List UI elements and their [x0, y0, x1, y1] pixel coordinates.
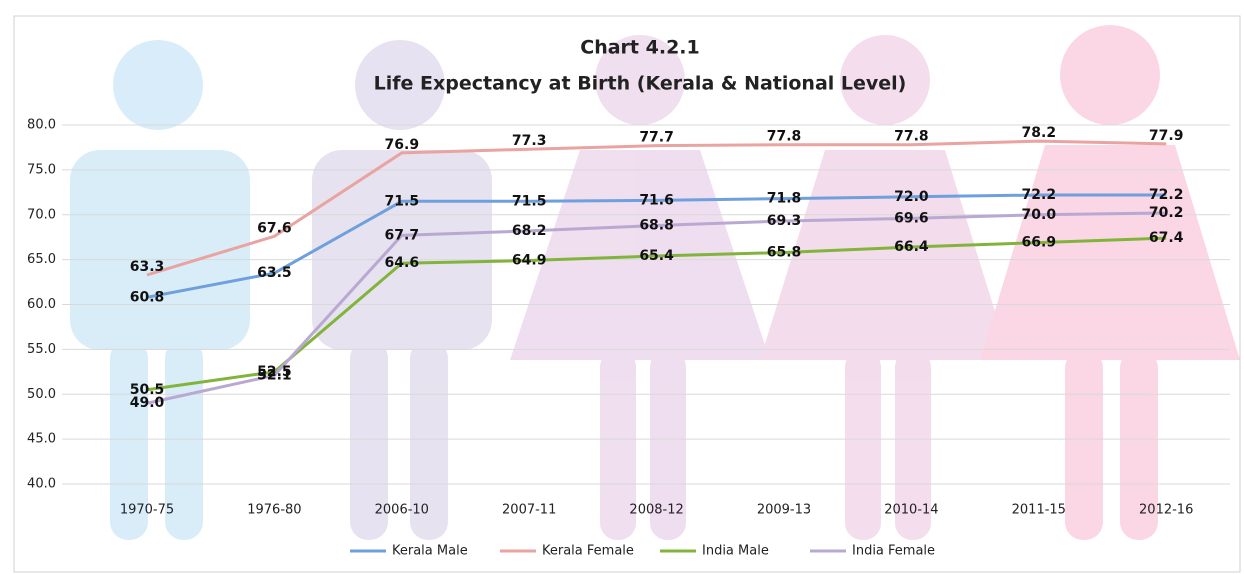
x-tick-label: 1976-80: [247, 503, 301, 518]
data-label: 72.2: [1022, 187, 1057, 203]
data-label: 63.3: [130, 259, 165, 275]
legend-label: India Female: [852, 544, 935, 559]
legend-label: Kerala Female: [542, 544, 634, 559]
data-label: 77.9: [1149, 128, 1184, 144]
data-label: 67.6: [257, 220, 292, 236]
data-label: 71.5: [512, 193, 547, 209]
data-label: 65.8: [767, 244, 802, 260]
data-label: 77.8: [767, 129, 802, 145]
data-label: 72.0: [894, 189, 929, 205]
data-label: 70.2: [1149, 205, 1184, 221]
data-label: 50.5: [130, 382, 165, 398]
data-label: 52.5: [257, 364, 292, 380]
x-tick-label: 1970-75: [120, 503, 174, 518]
data-label: 67.4: [1149, 230, 1184, 246]
data-label: 71.6: [639, 192, 674, 208]
data-label: 68.2: [512, 223, 547, 239]
series-line: [146, 236, 1167, 392]
y-tick-label: 50.0: [27, 387, 56, 402]
x-tick-label: 2012-16: [1139, 503, 1193, 518]
data-label: 65.4: [639, 248, 674, 264]
data-label: 68.8: [639, 218, 674, 234]
data-label: 71.5: [385, 193, 420, 209]
data-label: 66.9: [1022, 235, 1057, 251]
data-label: 70.0: [1022, 207, 1057, 223]
x-tick-label: 2007-11: [502, 503, 556, 518]
data-label: 52.1: [257, 367, 292, 383]
y-tick-label: 65.0: [27, 252, 56, 267]
y-tick-label: 60.0: [27, 297, 56, 312]
data-label: 77.8: [894, 129, 929, 145]
chart-title: Chart 4.2.1: [580, 37, 699, 59]
data-label: 78.2: [1022, 125, 1057, 141]
data-label: 63.5: [257, 265, 292, 281]
data-label: 69.6: [894, 210, 929, 226]
y-tick-label: 45.0: [27, 432, 56, 447]
data-label: 64.9: [512, 253, 547, 269]
y-tick-label: 80.0: [27, 118, 56, 133]
legend-label: India Male: [702, 544, 769, 559]
y-tick-label: 75.0: [27, 162, 56, 177]
x-tick-label: 2010-14: [884, 503, 938, 518]
data-label: 77.7: [639, 130, 674, 146]
data-label: 77.3: [512, 133, 547, 149]
series-line: [146, 211, 1167, 405]
x-tick-label: 2011-15: [1012, 503, 1066, 518]
data-label: 60.8: [130, 289, 165, 305]
data-label: 69.3: [767, 213, 802, 229]
data-label: 67.7: [385, 227, 420, 243]
chart-subtitle: Life Expectancy at Birth (Kerala & Natio…: [374, 73, 907, 95]
data-label: 49.0: [130, 395, 165, 411]
legend-label: Kerala Male: [392, 544, 468, 559]
y-tick-label: 70.0: [27, 207, 56, 222]
data-label: 71.8: [767, 191, 802, 207]
series-line: [146, 193, 1167, 299]
y-tick-label: 55.0: [27, 342, 56, 357]
x-tick-label: 2006-10: [375, 503, 429, 518]
series-line: [146, 139, 1167, 277]
data-label: 66.4: [894, 239, 929, 255]
x-tick-label: 2008-12: [629, 503, 683, 518]
x-tick-label: 2009-13: [757, 503, 811, 518]
chart-frame: [13, 15, 1241, 573]
data-label: 72.2: [1149, 187, 1184, 203]
y-tick-label: 40.0: [27, 477, 56, 492]
data-label: 76.9: [385, 137, 420, 153]
data-label: 64.6: [385, 255, 420, 271]
